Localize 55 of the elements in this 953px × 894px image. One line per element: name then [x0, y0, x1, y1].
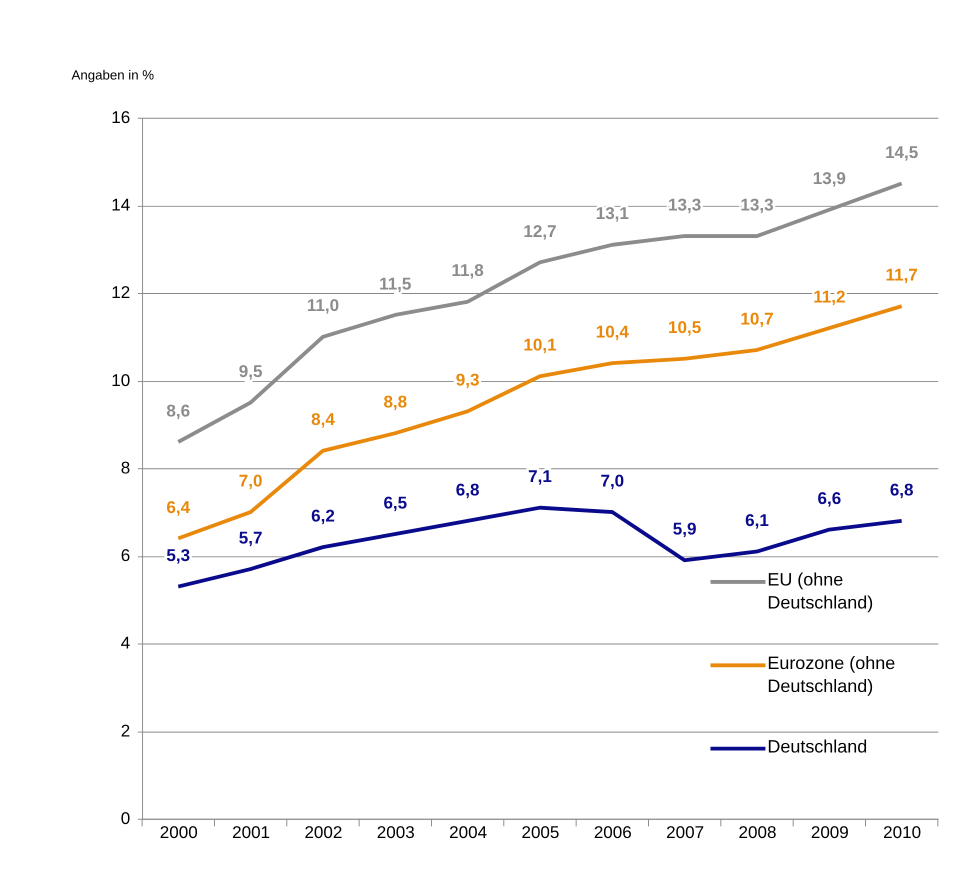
data-label: 6,4	[166, 498, 191, 517]
x-tick-label: 2008	[738, 823, 776, 842]
x-tick-label: 2010	[883, 823, 922, 842]
data-label: 13,9	[812, 169, 846, 188]
data-label: 10,7	[740, 309, 774, 328]
data-label: 6,8	[456, 480, 480, 500]
x-tick-label: 2007	[666, 823, 704, 842]
y-tick-label: 12	[111, 283, 130, 302]
data-label: 10,5	[668, 318, 702, 338]
y-tick-label: 14	[111, 196, 130, 215]
x-tick-label: 2004	[449, 823, 488, 842]
data-label: 11,7	[886, 266, 918, 285]
y-tick-label: 2	[120, 721, 130, 740]
x-tick-label: 2006	[594, 823, 632, 842]
data-label: 6,2	[311, 506, 335, 526]
data-label: 14,5	[885, 142, 918, 162]
data-label: 9,3	[456, 370, 480, 390]
data-label: 8,6	[166, 401, 190, 420]
y-tick-label: 6	[120, 546, 130, 566]
data-label: 7,0	[238, 471, 262, 490]
x-tick-label: 2001	[232, 823, 270, 842]
data-label: 8,4	[311, 410, 336, 430]
y-tick-label: 16	[111, 108, 130, 127]
data-label: 7,1	[528, 467, 552, 486]
data-label: 9,5	[238, 362, 262, 381]
y-axis-title: Angaben in %	[72, 67, 154, 82]
legend-label: Deutschland	[767, 736, 868, 756]
data-label: 10,4	[596, 322, 630, 342]
y-tick-label: 8	[120, 458, 130, 478]
x-tick-label: 2003	[376, 823, 415, 842]
data-label: 5,7	[238, 528, 262, 548]
data-label: 6,5	[383, 493, 408, 512]
data-label: 5,3	[166, 546, 190, 565]
data-label: 13,1	[596, 204, 629, 224]
x-tick-label: 2009	[810, 823, 849, 842]
data-label: 12,7	[523, 222, 557, 241]
legend-label: EU (ohne Deutschland)	[767, 570, 874, 612]
data-label: 8,8	[383, 392, 408, 412]
data-label: 10,1	[523, 336, 557, 355]
data-label: 7,0	[600, 471, 624, 490]
data-label: 5,9	[672, 520, 697, 539]
x-tick-label: 2005	[521, 823, 560, 842]
x-tick-label: 2002	[304, 823, 342, 842]
data-label: 6,6	[817, 489, 842, 508]
data-label: 11,8	[452, 261, 484, 280]
y-tick-label: 10	[111, 370, 130, 390]
data-label: 6,8	[890, 480, 914, 500]
x-tick-label: 2000	[160, 823, 198, 842]
data-label: 11,0	[306, 296, 340, 316]
data-label: 6,1	[745, 510, 769, 530]
data-label: 11,5	[379, 274, 412, 294]
legend-label: Eurozone (ohne Deutschland)	[767, 653, 896, 696]
data-label: 11,2	[813, 287, 846, 306]
y-tick-label: 0	[120, 808, 130, 828]
y-tick-label: 4	[120, 634, 130, 653]
